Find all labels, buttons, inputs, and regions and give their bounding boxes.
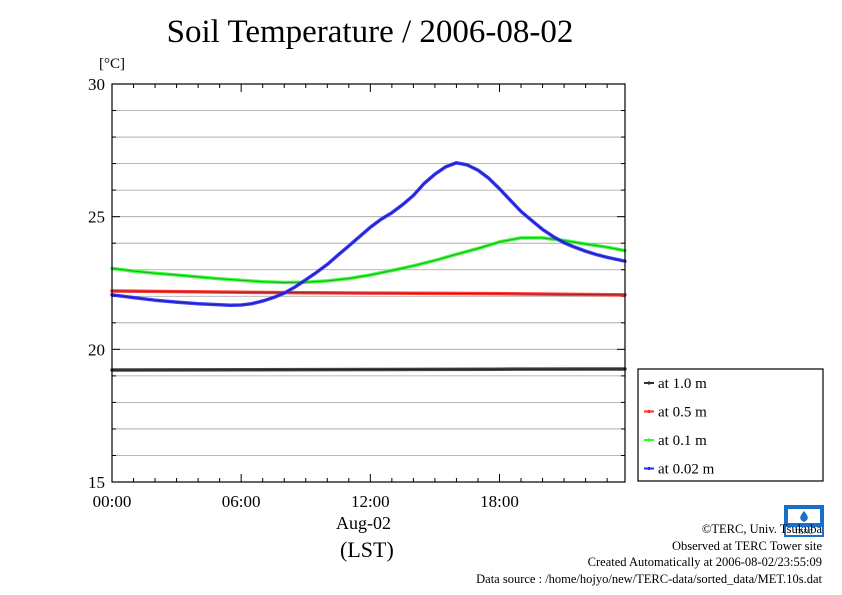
x-tick-label: 06:00	[222, 492, 261, 511]
legend-marker	[647, 409, 651, 414]
series-line-core	[111, 237, 626, 284]
created-text: Created Automatically at 2006-08-02/23:5…	[587, 555, 822, 569]
y-tick-label: 20	[88, 340, 105, 359]
series-line	[110, 161, 627, 308]
terc-logo-icon: TERC	[784, 505, 824, 537]
plot-frame	[111, 83, 626, 483]
series-line-core	[111, 162, 626, 306]
legend-marker	[647, 438, 651, 442]
y-tick-label: 30	[88, 75, 105, 94]
legend-label: at 0.5 m	[658, 405, 707, 421]
x-axis-label: (LST)	[340, 537, 394, 562]
y-axis-unit: [°C]	[99, 56, 125, 72]
series-line-core	[111, 290, 626, 296]
chart-title: Soil Temperature / 2006-08-02	[166, 14, 574, 50]
copyright-text: ©TERC, Univ. Tsukuba	[701, 522, 822, 536]
legend-label: at 0.1 m	[658, 433, 707, 449]
legend-label: at 1.0 m	[658, 376, 707, 392]
legend-label: at 0.02 m	[658, 462, 715, 478]
y-tick-label: 15	[88, 473, 105, 492]
footer-info: ©TERC, Univ. Tsukuba Observed at TERC To…	[476, 521, 822, 587]
series-line-core	[111, 368, 626, 371]
x-tick-label: 00:00	[93, 492, 132, 511]
x-axis-date-label: Aug-02	[336, 513, 391, 533]
y-tick-label: 25	[88, 208, 105, 227]
legend-marker	[647, 381, 651, 385]
source-text: Data source : /home/hojyo/new/TERC-data/…	[476, 571, 822, 586]
x-tick-label: 18:00	[480, 492, 519, 511]
legend-box	[637, 368, 824, 482]
observed-text: Observed at TERC Tower site	[671, 538, 822, 553]
svg-text:TERC: TERC	[794, 529, 813, 536]
x-tick-label: 12:00	[351, 492, 390, 511]
legend-marker	[647, 466, 651, 471]
